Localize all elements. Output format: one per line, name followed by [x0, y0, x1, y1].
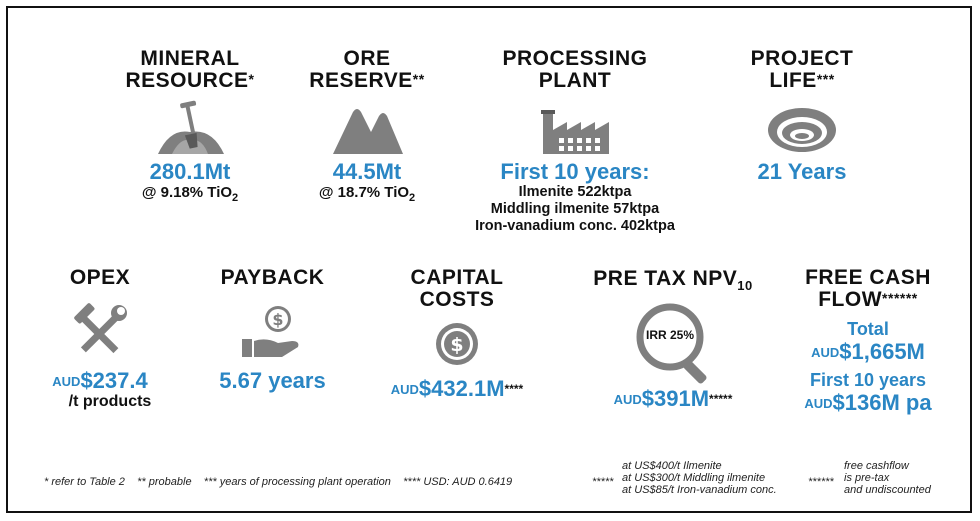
footnote-five-mark: ***** [592, 476, 614, 488]
ore-reserve-title: ORE RESERVE** [282, 48, 452, 92]
ore-reserve-grade: @ 18.7% TiO2 [282, 184, 452, 207]
mineral-resource-title-line2: RESOURCE [125, 69, 249, 92]
capital-costs-title-line2: COSTS [419, 288, 495, 311]
opex-value-line: AUD$237.4 [20, 369, 180, 393]
processing-plant-line1: Ilmenite 522ktpa [518, 184, 632, 200]
infographic-frame [6, 6, 972, 513]
mineral-resource-title-line1: MINERAL [140, 47, 240, 70]
footnote-main: * refer to Table 2 ** probable *** years… [44, 476, 513, 488]
shovel-mound-icon [158, 100, 224, 154]
payback-title: PAYBACK [220, 266, 325, 289]
ore-reserve-grade-sub: 2 [409, 192, 416, 204]
payback-value: 5.67 years [219, 368, 326, 393]
footnote-six-line3: and undiscounted [844, 484, 931, 496]
footnote-six-block: free cashflow is pre-tax and undiscounte… [844, 460, 931, 496]
magnifier-icon [636, 303, 707, 384]
project-life-title: PROJECT LIFE*** [712, 48, 892, 92]
ore-reserve-panel: ORE RESERVE** 44.5Mt @ 18.7% TiO2 [282, 48, 452, 207]
svg-text:$: $ [272, 310, 283, 329]
footnote-six-line2: is pre-tax [844, 472, 890, 484]
free-cash-flow-note-mark: ****** [882, 290, 918, 306]
magnifier-graphic: IRR 25% [618, 303, 728, 387]
capital-costs-panel: CAPITAL COSTS $ AUD$432.1M**** [362, 267, 552, 401]
opex-value: $237.4 [80, 368, 148, 393]
processing-plant-title: PROCESSING PLANT [455, 48, 695, 92]
mineral-resource-grade-text: @ 9.18% TiO [141, 184, 233, 201]
processing-plant-line3: Iron-vanadium conc. 402ktpa [475, 218, 675, 234]
project-life-title-line2: LIFE [769, 69, 817, 92]
free-cash-flow-panel: FREE CASH FLOW****** Total AUD$1,665M Fi… [778, 267, 958, 415]
fcf-first-label: First 10 years [809, 370, 927, 390]
tools-icon [74, 303, 127, 354]
capital-costs-value: $432.1M [418, 376, 505, 401]
ore-reserve-value: 44.5Mt [332, 159, 402, 184]
capital-costs-title-line1: CAPITAL [410, 266, 504, 289]
ore-reserve-note-mark: ** [412, 71, 425, 87]
fcf-total-line: AUD$1,665M [778, 340, 958, 364]
opex-unit: /t products [68, 393, 152, 410]
payback-panel: PAYBACK $ 5.67 years [185, 267, 360, 393]
free-cash-flow-title-line2: FLOW [818, 288, 883, 311]
npv-panel: PRE TAX NPV10 IRR 25% AUD$391M***** [568, 267, 778, 411]
processing-plant-value: First 10 years: [500, 159, 650, 184]
ore-pile-icon [333, 109, 403, 154]
opex-title: OPEX [69, 266, 131, 289]
processing-plant-panel: PROCESSING PLANT First 10 years: Ilmenit… [455, 48, 695, 235]
capital-costs-title: CAPITAL COSTS [362, 267, 552, 311]
processing-plant-title-line1: PROCESSING [502, 47, 648, 70]
hand-coin-icon: $ [241, 306, 298, 357]
ore-reserve-title-line1: ORE [343, 47, 391, 70]
fcf-first-currency: AUD [804, 396, 833, 411]
processing-plant-title-line2: PLANT [538, 69, 612, 92]
svg-text:$: $ [450, 334, 463, 356]
footnote-six-line1: free cashflow [844, 460, 909, 472]
fcf-total-currency: AUD [811, 345, 840, 360]
opex-currency: AUD [52, 374, 81, 389]
mineral-resource-title: MINERAL RESOURCE* [100, 48, 280, 92]
project-life-value: 21 Years [757, 159, 847, 184]
npv-currency: AUD [613, 392, 642, 408]
npv-title-text: PRE TAX NPV [593, 267, 738, 290]
fcf-total-label: Total [847, 319, 889, 339]
project-life-title-line1: PROJECT [750, 47, 854, 70]
footnote-five-line1: at US$400/t Ilmenite [622, 460, 722, 472]
dollar-coin-icon: $ [436, 323, 478, 365]
fcf-first-line: AUD$136M pa [778, 391, 958, 415]
mineral-resource-value: 280.1Mt [149, 159, 231, 184]
project-life-panel: PROJECT LIFE*** 21 Years [712, 48, 892, 184]
npv-value: $391M [641, 386, 710, 412]
npv-title-sub: 10 [737, 278, 753, 294]
fcf-total-value: $1,665M [839, 339, 925, 364]
capital-costs-note-mark: **** [504, 382, 524, 396]
free-cash-flow-title-line1: FREE CASH [805, 266, 931, 289]
npv-note-mark: ***** [709, 392, 733, 407]
capital-costs-value-line: AUD$432.1M**** [362, 377, 552, 401]
project-life-note-mark: *** [816, 71, 835, 87]
processing-plant-line2: Middling ilmenite 57ktpa [490, 201, 660, 217]
open-pit-icon [768, 108, 836, 152]
fcf-first-value: $136M pa [832, 390, 932, 415]
footnote-five-line3: at US$85/t Iron-vanadium conc. [622, 484, 777, 496]
ore-reserve-title-line2: RESERVE [309, 69, 413, 92]
capital-costs-currency: AUD [390, 382, 419, 397]
npv-value-line: AUD$391M***** [568, 387, 778, 411]
ore-reserve-grade-text: @ 18.7% TiO [318, 184, 410, 201]
footnote-five-block: at US$400/t Ilmenite at US$300/t Middlin… [622, 460, 777, 496]
free-cash-flow-title: FREE CASH FLOW****** [778, 267, 958, 311]
factory-icon [541, 110, 609, 154]
footnote-six-mark: ****** [808, 476, 834, 488]
irr-label: IRR 25% [645, 328, 695, 343]
mineral-resource-panel: MINERAL RESOURCE* 280.1Mt @ 9.18% TiO2 [100, 48, 280, 207]
footnote-five-line2: at US$300/t Middling ilmenite [622, 472, 766, 484]
mineral-resource-grade: @ 9.18% TiO2 [100, 184, 280, 207]
npv-title: PRE TAX NPV10 [568, 267, 778, 297]
mineral-resource-note-mark: * [248, 71, 255, 87]
opex-panel: OPEX AUD$237.4 /t products [20, 266, 180, 411]
mineral-resource-grade-sub: 2 [232, 192, 239, 204]
